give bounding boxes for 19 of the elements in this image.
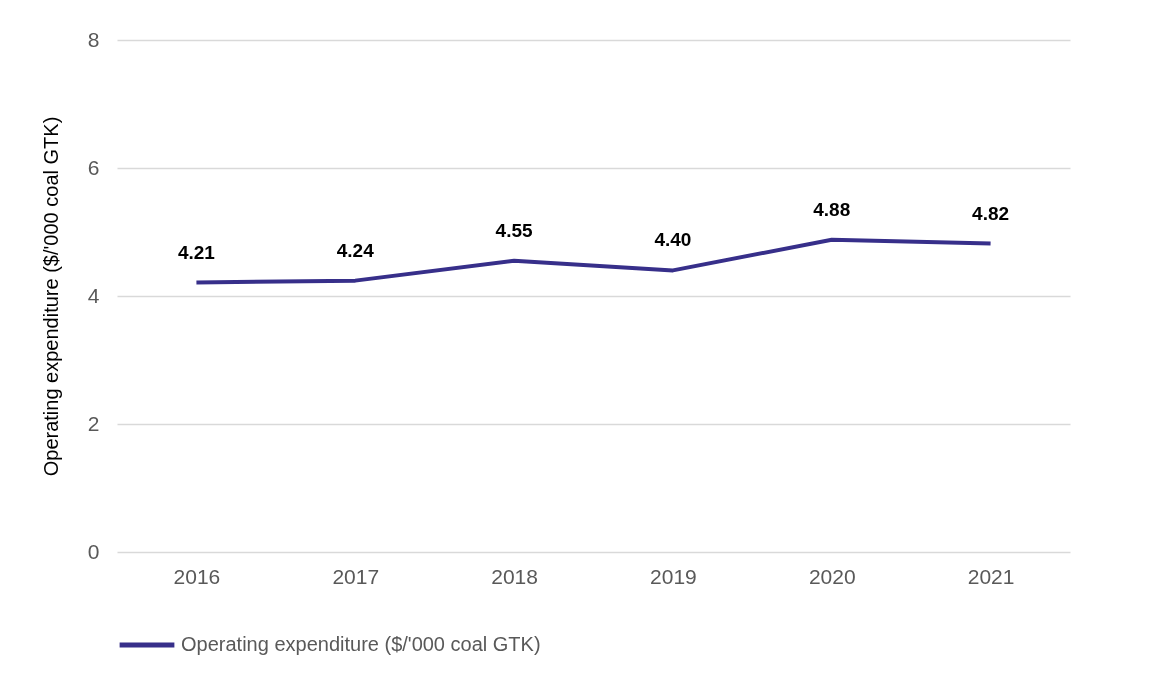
x-tick-label: 2018	[491, 564, 538, 588]
x-tick-label: 2020	[808, 564, 856, 588]
x-tick-label: 2019	[650, 564, 697, 588]
data-label: 4.40	[654, 229, 692, 251]
data-label: 4.24	[336, 239, 375, 261]
y-tick-label: 2	[87, 411, 100, 435]
x-tick-label: 2017	[332, 564, 380, 588]
legend-label: Operating expenditure ($/'000 coal GTK)	[181, 633, 541, 655]
x-tick-label: 2021	[967, 564, 1015, 588]
data-label: 4.88	[813, 198, 851, 220]
data-label: 4.55	[495, 219, 533, 241]
y-tick-label: 8	[87, 27, 100, 51]
y-tick-label: 0	[87, 539, 100, 563]
y-axis-title: Operating expenditure ($/'000 coal GTK)	[39, 116, 62, 477]
x-tick-label: 2016	[173, 564, 221, 588]
data-label: 4.21	[177, 241, 216, 263]
y-tick-label: 4	[87, 283, 100, 307]
data-label: 4.82	[972, 202, 1010, 224]
y-tick-label: 6	[87, 155, 100, 179]
